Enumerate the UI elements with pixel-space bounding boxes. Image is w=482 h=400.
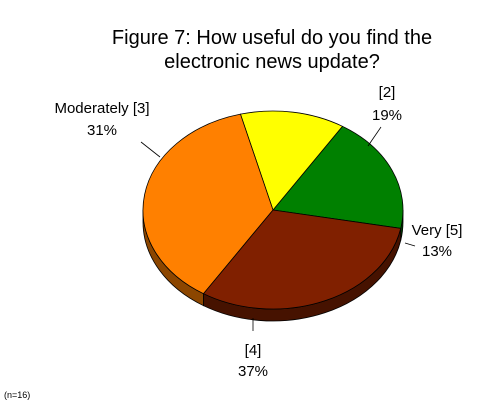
slice-label-1: Very [5]	[412, 222, 463, 239]
slice-percent-2: 37%	[238, 363, 268, 380]
leader-line-0	[367, 126, 382, 147]
pie-slice-0	[272, 125, 404, 229]
sample-size-note: (n=16)	[4, 390, 30, 400]
slice-labels: [2] 19% Very [5] 13% [4] 37% Moderately [3] 31%	[54, 84, 462, 380]
chart-title-line-2: electronic news update?	[164, 51, 380, 73]
slice-label-2: [4]	[245, 342, 262, 359]
leader-line-1	[404, 242, 416, 247]
label-leaders	[140, 126, 416, 331]
pie-slice-3	[202, 209, 402, 310]
pie-slices	[142, 110, 404, 310]
slice-label-0: [2]	[379, 84, 396, 101]
slice-percent-0: 19%	[372, 107, 402, 124]
pie-slice-1	[239, 110, 344, 211]
leader-line-3	[140, 141, 161, 158]
chart-title-line-1: Figure 7: How useful do you find the	[112, 27, 432, 49]
slice-percent-3: 31%	[87, 122, 117, 139]
slice-label-3: Moderately [3]	[54, 100, 149, 117]
slice-percent-1: 13%	[422, 243, 452, 260]
